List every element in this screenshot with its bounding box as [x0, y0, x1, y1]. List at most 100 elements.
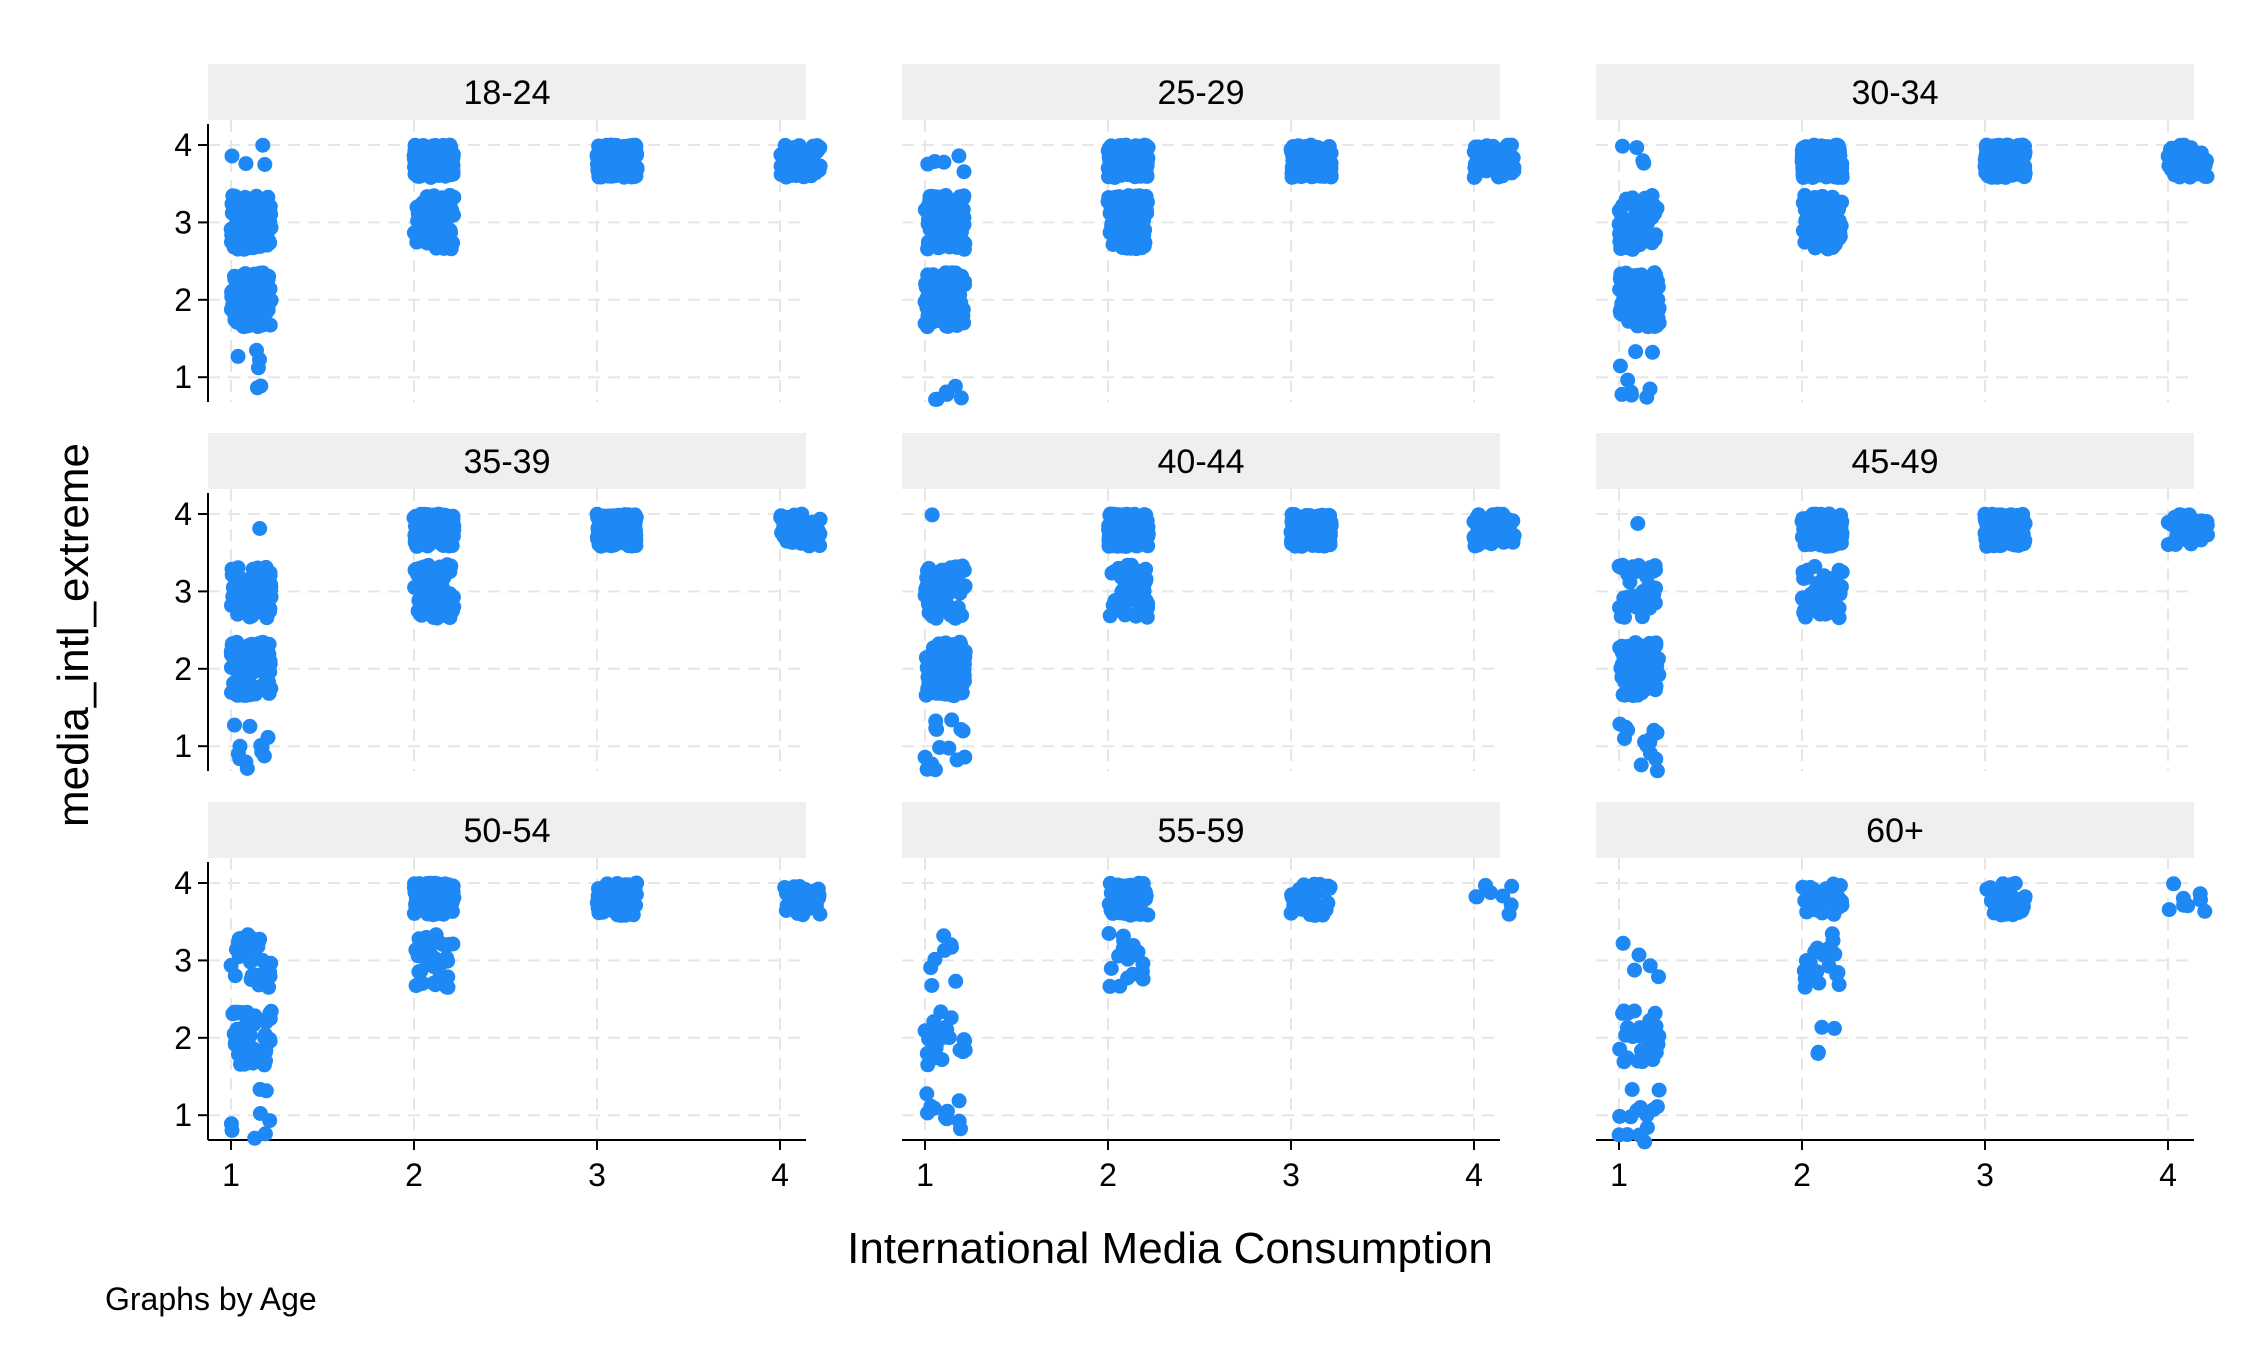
- data-point: [235, 599, 251, 615]
- data-point: [1650, 279, 1666, 295]
- data-point: [1617, 664, 1633, 680]
- data-point: [1111, 236, 1127, 251]
- data-point: [1648, 267, 1664, 283]
- data-point: [1627, 299, 1643, 314]
- data-point: [1120, 951, 1136, 967]
- data-point: [257, 157, 273, 172]
- data-point: [1648, 751, 1664, 767]
- panel-title: 50-54: [464, 812, 551, 850]
- data-point: [413, 599, 429, 615]
- data-point: [224, 647, 239, 663]
- data-point: [252, 521, 268, 536]
- data-point: [1827, 205, 1843, 220]
- data-point: [949, 268, 965, 284]
- data-point: [1616, 1054, 1632, 1070]
- data-point: [1805, 228, 1821, 244]
- data-point: [1612, 358, 1628, 374]
- data-point: [1139, 609, 1155, 625]
- x-tick-label: 3: [588, 1157, 606, 1193]
- data-point: [804, 515, 820, 531]
- data-point: [1649, 1099, 1665, 1115]
- data-point: [1993, 528, 2009, 544]
- data-point: [1115, 878, 1131, 894]
- data-point: [262, 604, 277, 619]
- data-point: [1615, 138, 1630, 154]
- data-point: [411, 976, 427, 992]
- data-point: [229, 314, 245, 330]
- x-tick-label: 4: [1465, 1157, 1483, 1193]
- data-point: [947, 684, 963, 700]
- data-point: [1309, 882, 1324, 898]
- y-tick-label: 4: [174, 865, 192, 901]
- panel-title: 18-24: [464, 74, 551, 112]
- data-point: [1615, 197, 1631, 213]
- data-point: [1624, 1082, 1640, 1097]
- data-point: [234, 1005, 249, 1020]
- data-point: [1811, 975, 1827, 991]
- data-point: [955, 302, 971, 317]
- data-point: [260, 729, 276, 745]
- data-point: [1613, 601, 1629, 617]
- data-point: [1642, 1013, 1658, 1029]
- data-point: [1614, 209, 1630, 225]
- data-point: [938, 602, 954, 618]
- data-point: [1138, 573, 1154, 589]
- data-point: [623, 155, 639, 171]
- data-point: [955, 723, 971, 739]
- data-point: [786, 879, 802, 895]
- data-point: [236, 272, 252, 288]
- data-point: [1469, 150, 1485, 166]
- data-point: [223, 221, 239, 237]
- data-point: [1287, 143, 1303, 159]
- data-point: [258, 1042, 274, 1058]
- data-point: [1824, 926, 1840, 942]
- data-point: [2190, 519, 2206, 535]
- y-tick-label: 1: [174, 1097, 192, 1133]
- data-point: [1466, 514, 1482, 530]
- y-tick-label: 3: [174, 573, 192, 609]
- data-point: [231, 661, 247, 677]
- data-point: [440, 969, 456, 985]
- data-point: [790, 530, 806, 546]
- data-point: [1633, 281, 1649, 297]
- data-point: [1829, 899, 1844, 915]
- data-point: [1301, 166, 1317, 182]
- data-point: [255, 137, 271, 153]
- data-point: [1797, 516, 1813, 532]
- data-point: [435, 881, 451, 897]
- data-point: [446, 207, 461, 223]
- y-tick-label: 3: [174, 942, 192, 978]
- data-point: [1104, 192, 1120, 208]
- data-point: [2161, 158, 2177, 174]
- data-point: [595, 880, 611, 896]
- data-point: [226, 301, 241, 317]
- data-point: [1628, 344, 1644, 360]
- data-point: [239, 236, 254, 252]
- data-point: [252, 931, 268, 947]
- data-point: [440, 899, 456, 915]
- data-point: [1639, 569, 1655, 585]
- data-point: [2161, 902, 2177, 918]
- data-point: [241, 201, 257, 217]
- data-point: [242, 580, 258, 596]
- data-point: [933, 677, 949, 693]
- y-tick-label: 1: [174, 728, 192, 764]
- data-point: [1138, 891, 1153, 907]
- y-tick-label: 4: [174, 496, 192, 532]
- data-point: [1619, 1127, 1635, 1143]
- data-point: [925, 268, 940, 284]
- data-point: [920, 308, 936, 324]
- data-point: [951, 148, 967, 164]
- data-point: [1624, 589, 1640, 605]
- data-point: [421, 896, 437, 911]
- data-point: [245, 561, 261, 577]
- x-tick-label: 4: [771, 1157, 789, 1193]
- data-point: [1642, 381, 1658, 397]
- data-point: [1798, 564, 1814, 580]
- panel-title: 60+: [1866, 812, 1924, 850]
- data-point: [415, 213, 430, 229]
- data-point: [412, 585, 428, 601]
- data-point: [410, 156, 426, 171]
- data-point: [440, 535, 456, 551]
